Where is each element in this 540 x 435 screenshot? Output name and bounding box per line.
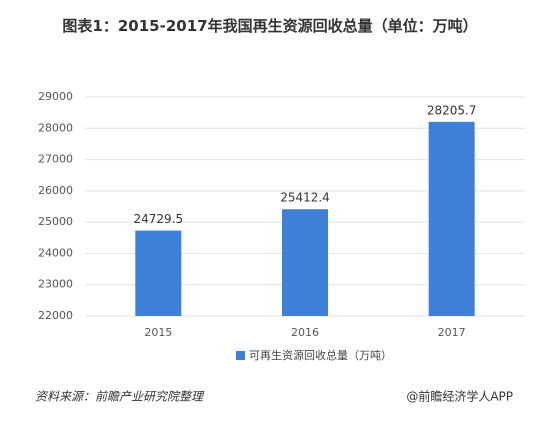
y-tick-label: 25000	[38, 215, 73, 228]
y-tick-label: 27000	[38, 153, 73, 166]
legend-swatch	[236, 351, 245, 360]
y-tick-label: 23000	[38, 278, 73, 291]
source-note: 资料来源：前瞻产业研究院整理	[35, 390, 205, 404]
x-tick-label: 2017	[438, 326, 466, 339]
bar	[428, 121, 475, 316]
value-label: 24729.5	[134, 212, 184, 226]
y-tick-label: 24000	[38, 246, 73, 259]
bar	[282, 209, 328, 316]
legend-label: 可再生资源回收总量（万吨）	[249, 348, 392, 362]
value-label: 28205.7	[427, 103, 477, 117]
bar	[135, 230, 182, 316]
x-tick-label: 2016	[291, 326, 319, 339]
chart-title: 图表1：2015-2017年我国再生资源回收总量（单位：万吨）	[62, 17, 478, 35]
y-tick-label: 26000	[38, 184, 73, 197]
credit: @前瞻经济学人APP	[406, 389, 513, 404]
y-tick-label: 22000	[38, 309, 73, 322]
x-tick-label: 2015	[144, 326, 172, 339]
y-tick-label: 29000	[38, 90, 73, 103]
y-tick-label: 28000	[38, 121, 73, 134]
value-label: 25412.4	[280, 191, 330, 205]
